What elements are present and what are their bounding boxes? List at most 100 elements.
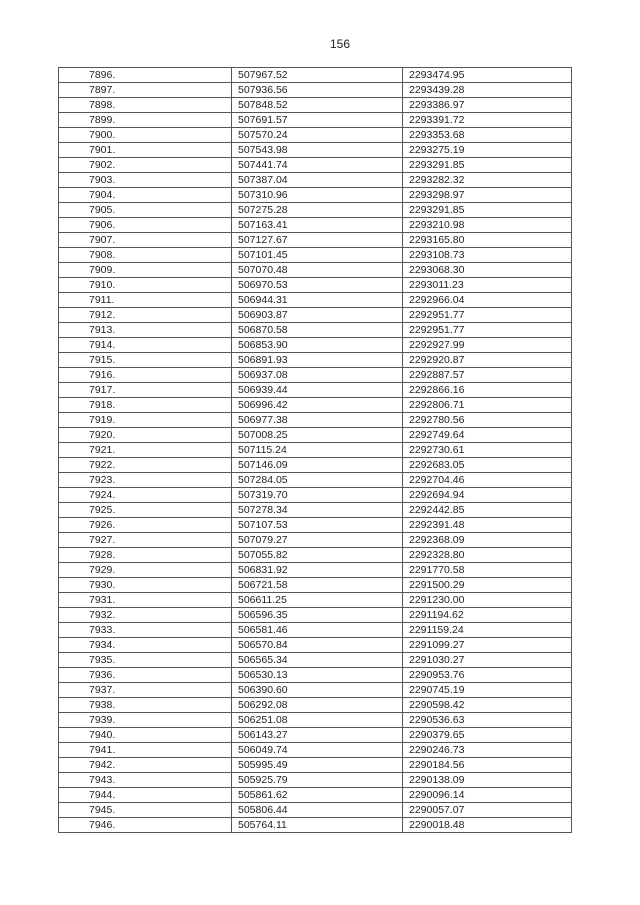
y-coordinate-cell: 2290745.19 [402,682,572,698]
table-row: 7904. 507310.96 2293298.97 [58,187,572,203]
x-coordinate-cell: 506970.53 [231,277,403,293]
table-row: 7917. 506939.44 2292866.16 [58,382,572,398]
x-coordinate-cell: 507278.34 [231,502,403,518]
y-coordinate-cell: 2290057.07 [402,802,572,818]
y-coordinate-cell: 2290138.09 [402,772,572,788]
table-row: 7911. 506944.31 2292966.04 [58,292,572,308]
point-number-cell: 7923. [58,472,232,488]
table-row: 7930. 506721.58 2291500.29 [58,577,572,593]
point-number-cell: 7914. [58,337,232,353]
x-coordinate-cell: 506049.74 [231,742,403,758]
table-row: 7925. 507278.34 2292442.85 [58,502,572,518]
table-row: 7922. 507146.09 2292683.05 [58,457,572,473]
x-coordinate-cell: 505806.44 [231,802,403,818]
y-coordinate-cell: 2290096.14 [402,787,572,803]
table-row: 7926. 507107.53 2292391.48 [58,517,572,533]
point-number-cell: 7913. [58,322,232,338]
point-number-cell: 7943. [58,772,232,788]
table-row: 7899. 507691.57 2293391.72 [58,112,572,128]
table-row: 7943. 505925.79 2290138.09 [58,772,572,788]
y-coordinate-cell: 2290598.42 [402,697,572,713]
x-coordinate-cell: 506721.58 [231,577,403,593]
y-coordinate-cell: 2290953.76 [402,667,572,683]
y-coordinate-cell: 2293439.28 [402,82,572,98]
y-coordinate-cell: 2293386.97 [402,97,572,113]
x-coordinate-cell: 507070.48 [231,262,403,278]
point-number-cell: 7928. [58,547,232,563]
y-coordinate-cell: 2291500.29 [402,577,572,593]
y-coordinate-cell: 2291030.27 [402,652,572,668]
point-number-cell: 7910. [58,277,232,293]
table-row: 7916. 506937.08 2292887.57 [58,367,572,383]
table-row: 7908. 507101.45 2293108.73 [58,247,572,263]
point-number-cell: 7936. [58,667,232,683]
point-number-cell: 7909. [58,262,232,278]
point-number-cell: 7915. [58,352,232,368]
x-coordinate-cell: 506831.92 [231,562,403,578]
y-coordinate-cell: 2290246.73 [402,742,572,758]
x-coordinate-cell: 507115.24 [231,442,403,458]
point-number-cell: 7934. [58,637,232,653]
y-coordinate-cell: 2293291.85 [402,157,572,173]
table-row: 7937. 506390.60 2290745.19 [58,682,572,698]
point-number-cell: 7918. [58,397,232,413]
table-row: 7932. 506596.35 2291194.62 [58,607,572,623]
table-row: 7921. 507115.24 2292730.61 [58,442,572,458]
point-number-cell: 7937. [58,682,232,698]
table-row: 7944. 505861.62 2290096.14 [58,787,572,803]
table-row: 7903. 507387.04 2293282.32 [58,172,572,188]
x-coordinate-cell: 507936.56 [231,82,403,98]
point-number-cell: 7935. [58,652,232,668]
point-number-cell: 7929. [58,562,232,578]
x-coordinate-cell: 507691.57 [231,112,403,128]
table-row: 7936. 506530.13 2290953.76 [58,667,572,683]
y-coordinate-cell: 2292442.85 [402,502,572,518]
x-coordinate-cell: 506251.08 [231,712,403,728]
table-row: 7940. 506143.27 2290379.65 [58,727,572,743]
y-coordinate-cell: 2290379.65 [402,727,572,743]
y-coordinate-cell: 2293275.19 [402,142,572,158]
coordinates-table: 7896. 507967.52 2293474.95 7897. 507936.56 22… [58,67,572,833]
table-row: 7929. 506831.92 2291770.58 [58,562,572,578]
x-coordinate-cell: 506390.60 [231,682,403,698]
point-number-cell: 7931. [58,592,232,608]
x-coordinate-cell: 506292.08 [231,697,403,713]
point-number-cell: 7930. [58,577,232,593]
table-row: 7900. 507570.24 2293353.68 [58,127,572,143]
table-row: 7919. 506977.38 2292780.56 [58,412,572,428]
point-number-cell: 7899. [58,112,232,128]
table-row: 7927. 507079.27 2292368.09 [58,532,572,548]
point-number-cell: 7927. [58,532,232,548]
point-number-cell: 7912. [58,307,232,323]
x-coordinate-cell: 506530.13 [231,667,403,683]
x-coordinate-cell: 507275.28 [231,202,403,218]
y-coordinate-cell: 2293108.73 [402,247,572,263]
y-coordinate-cell: 2293282.32 [402,172,572,188]
y-coordinate-cell: 2290184.56 [402,757,572,773]
x-coordinate-cell: 507008.25 [231,427,403,443]
x-coordinate-cell: 506996.42 [231,397,403,413]
point-number-cell: 7898. [58,97,232,113]
y-coordinate-cell: 2292368.09 [402,532,572,548]
point-number-cell: 7911. [58,292,232,308]
x-coordinate-cell: 505764.11 [231,817,403,833]
point-number-cell: 7932. [58,607,232,623]
y-coordinate-cell: 2292806.71 [402,397,572,413]
x-coordinate-cell: 507543.98 [231,142,403,158]
y-coordinate-cell: 2293210.98 [402,217,572,233]
point-number-cell: 7945. [58,802,232,818]
table-row: 7914. 506853.90 2292927.99 [58,337,572,353]
x-coordinate-cell: 507570.24 [231,127,403,143]
point-number-cell: 7907. [58,232,232,248]
point-number-cell: 7938. [58,697,232,713]
x-coordinate-cell: 506611.25 [231,592,403,608]
y-coordinate-cell: 2293298.97 [402,187,572,203]
point-number-cell: 7916. [58,367,232,383]
point-number-cell: 7919. [58,412,232,428]
table-row: 7905. 507275.28 2293291.85 [58,202,572,218]
y-coordinate-cell: 2292694.94 [402,487,572,503]
x-coordinate-cell: 506939.44 [231,382,403,398]
y-coordinate-cell: 2292966.04 [402,292,572,308]
point-number-cell: 7920. [58,427,232,443]
y-coordinate-cell: 2292391.48 [402,517,572,533]
